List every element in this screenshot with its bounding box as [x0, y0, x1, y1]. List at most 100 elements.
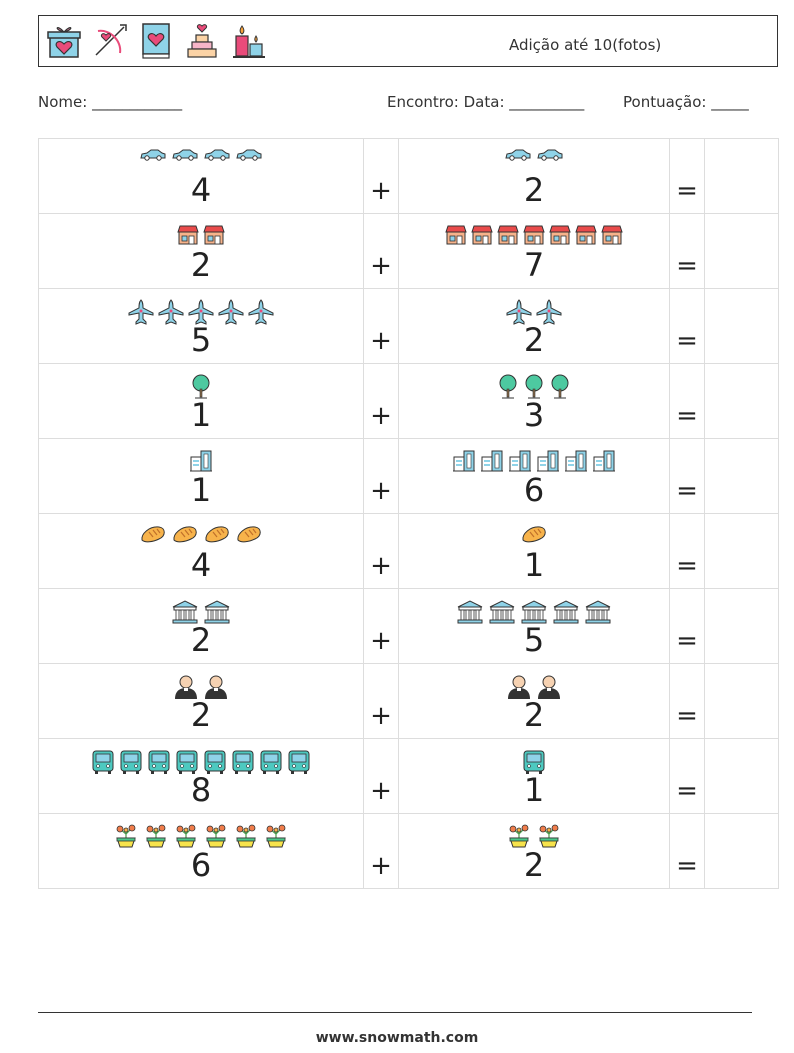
museum-icon — [488, 599, 516, 625]
date-label: Encontro: Data: — [387, 93, 505, 111]
building-icon — [536, 449, 560, 473]
shop-icon — [601, 224, 623, 246]
plus-cell: + — [363, 813, 399, 889]
problem-row: 4 +2 = — [38, 138, 779, 214]
museum-icon — [520, 599, 548, 625]
building-icon — [508, 449, 532, 473]
first-addend-cell: 8 — [38, 738, 364, 814]
second-addend-cell: 3 — [398, 363, 670, 439]
building-icon — [592, 449, 616, 473]
shop-icon — [575, 224, 597, 246]
car-icon — [235, 149, 263, 161]
second-addend-cell: 1 — [398, 738, 670, 814]
flower-pot-icon — [536, 824, 562, 848]
plus-sign: + — [370, 176, 392, 206]
love-book-icon — [137, 19, 175, 63]
name-field: Nome: ____________ — [38, 93, 182, 111]
bus-icon — [175, 749, 199, 775]
wedding-cake-icon — [183, 19, 221, 63]
answer-box[interactable] — [704, 288, 779, 364]
second-addend: 2 — [523, 846, 545, 884]
problem-row: 2 +2 = — [38, 663, 779, 739]
bread-icon — [139, 524, 167, 544]
problem-row: 1 +6 = — [38, 438, 779, 514]
car-icon — [504, 149, 532, 161]
equals-sign: = — [676, 851, 698, 881]
first-addend-icons — [39, 449, 363, 473]
second-addend-cell: 5 — [398, 588, 670, 664]
equals-sign: = — [676, 476, 698, 506]
bus-icon — [147, 749, 171, 775]
equals-sign: = — [676, 626, 698, 656]
building-icon — [564, 449, 588, 473]
first-addend-icons — [39, 224, 363, 246]
answer-box[interactable] — [704, 813, 779, 889]
second-addend-cell: 1 — [398, 513, 670, 589]
flower-pot-icon — [113, 824, 139, 848]
equals-sign: = — [676, 701, 698, 731]
plus-sign: + — [370, 401, 392, 431]
airplane-icon — [536, 299, 562, 325]
answer-box[interactable] — [704, 588, 779, 664]
bread-icon — [171, 524, 199, 544]
plus-sign: + — [370, 701, 392, 731]
car-icon — [536, 149, 564, 161]
second-addend: 1 — [523, 771, 545, 809]
first-addend: 2 — [190, 246, 212, 284]
first-addend-cell: 1 — [38, 438, 364, 514]
bread-icon — [203, 524, 231, 544]
equals-cell: = — [669, 363, 705, 439]
flower-pot-icon — [173, 824, 199, 848]
second-addend-icons — [399, 524, 669, 544]
bread-icon — [235, 524, 263, 544]
bus-icon — [287, 749, 311, 775]
plus-cell: + — [363, 138, 399, 214]
first-addend: 1 — [190, 396, 212, 434]
second-addend: 6 — [523, 471, 545, 509]
plus-sign: + — [370, 776, 392, 806]
second-addend-cell: 2 — [398, 138, 670, 214]
flower-pot-icon — [203, 824, 229, 848]
plus-sign: + — [370, 626, 392, 656]
flower-pot-icon — [506, 824, 532, 848]
equals-cell: = — [669, 513, 705, 589]
first-addend-cell: 6 — [38, 813, 364, 889]
car-icon — [171, 149, 199, 161]
problem-row: 5 +2 = — [38, 288, 779, 364]
answer-box[interactable] — [704, 363, 779, 439]
equals-cell: = — [669, 738, 705, 814]
priest-icon — [536, 674, 562, 700]
equals-cell: = — [669, 663, 705, 739]
first-addend-icons — [39, 524, 363, 544]
equals-sign: = — [676, 551, 698, 581]
first-addend-cell: 2 — [38, 588, 364, 664]
second-addend-icons — [399, 824, 669, 848]
answer-box[interactable] — [704, 213, 779, 289]
building-icon — [480, 449, 504, 473]
first-addend: 2 — [190, 696, 212, 734]
answer-box[interactable] — [704, 738, 779, 814]
building-icon — [189, 449, 213, 473]
second-addend: 2 — [523, 696, 545, 734]
answer-box[interactable] — [704, 513, 779, 589]
plus-cell: + — [363, 588, 399, 664]
equals-cell: = — [669, 588, 705, 664]
plus-cell: + — [363, 738, 399, 814]
answer-box[interactable] — [704, 138, 779, 214]
second-addend: 2 — [523, 321, 545, 359]
first-addend-icons — [39, 674, 363, 700]
shop-icon — [497, 224, 519, 246]
answer-box[interactable] — [704, 663, 779, 739]
first-addend-icons — [39, 299, 363, 325]
problem-row: 8 +1 = — [38, 738, 779, 814]
answer-box[interactable] — [704, 438, 779, 514]
building-icon — [452, 449, 476, 473]
second-addend-icons — [399, 449, 669, 473]
first-addend: 4 — [190, 171, 212, 209]
second-addend-cell: 2 — [398, 663, 670, 739]
museum-icon — [584, 599, 612, 625]
plus-cell: + — [363, 438, 399, 514]
first-addend-cell: 1 — [38, 363, 364, 439]
plus-sign: + — [370, 251, 392, 281]
second-addend-icons — [399, 749, 669, 775]
